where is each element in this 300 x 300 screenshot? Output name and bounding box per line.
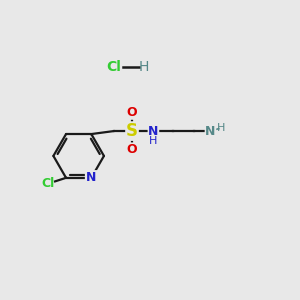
Text: Cl: Cl bbox=[106, 60, 121, 74]
Text: S: S bbox=[126, 122, 138, 140]
Text: O: O bbox=[127, 106, 137, 119]
Text: O: O bbox=[127, 143, 137, 156]
Text: N: N bbox=[86, 171, 97, 184]
Text: H: H bbox=[139, 60, 149, 74]
Text: Cl: Cl bbox=[42, 177, 55, 190]
Text: N: N bbox=[205, 124, 216, 138]
Text: H: H bbox=[149, 136, 158, 146]
Text: N: N bbox=[148, 124, 159, 138]
Text: H: H bbox=[217, 123, 225, 133]
